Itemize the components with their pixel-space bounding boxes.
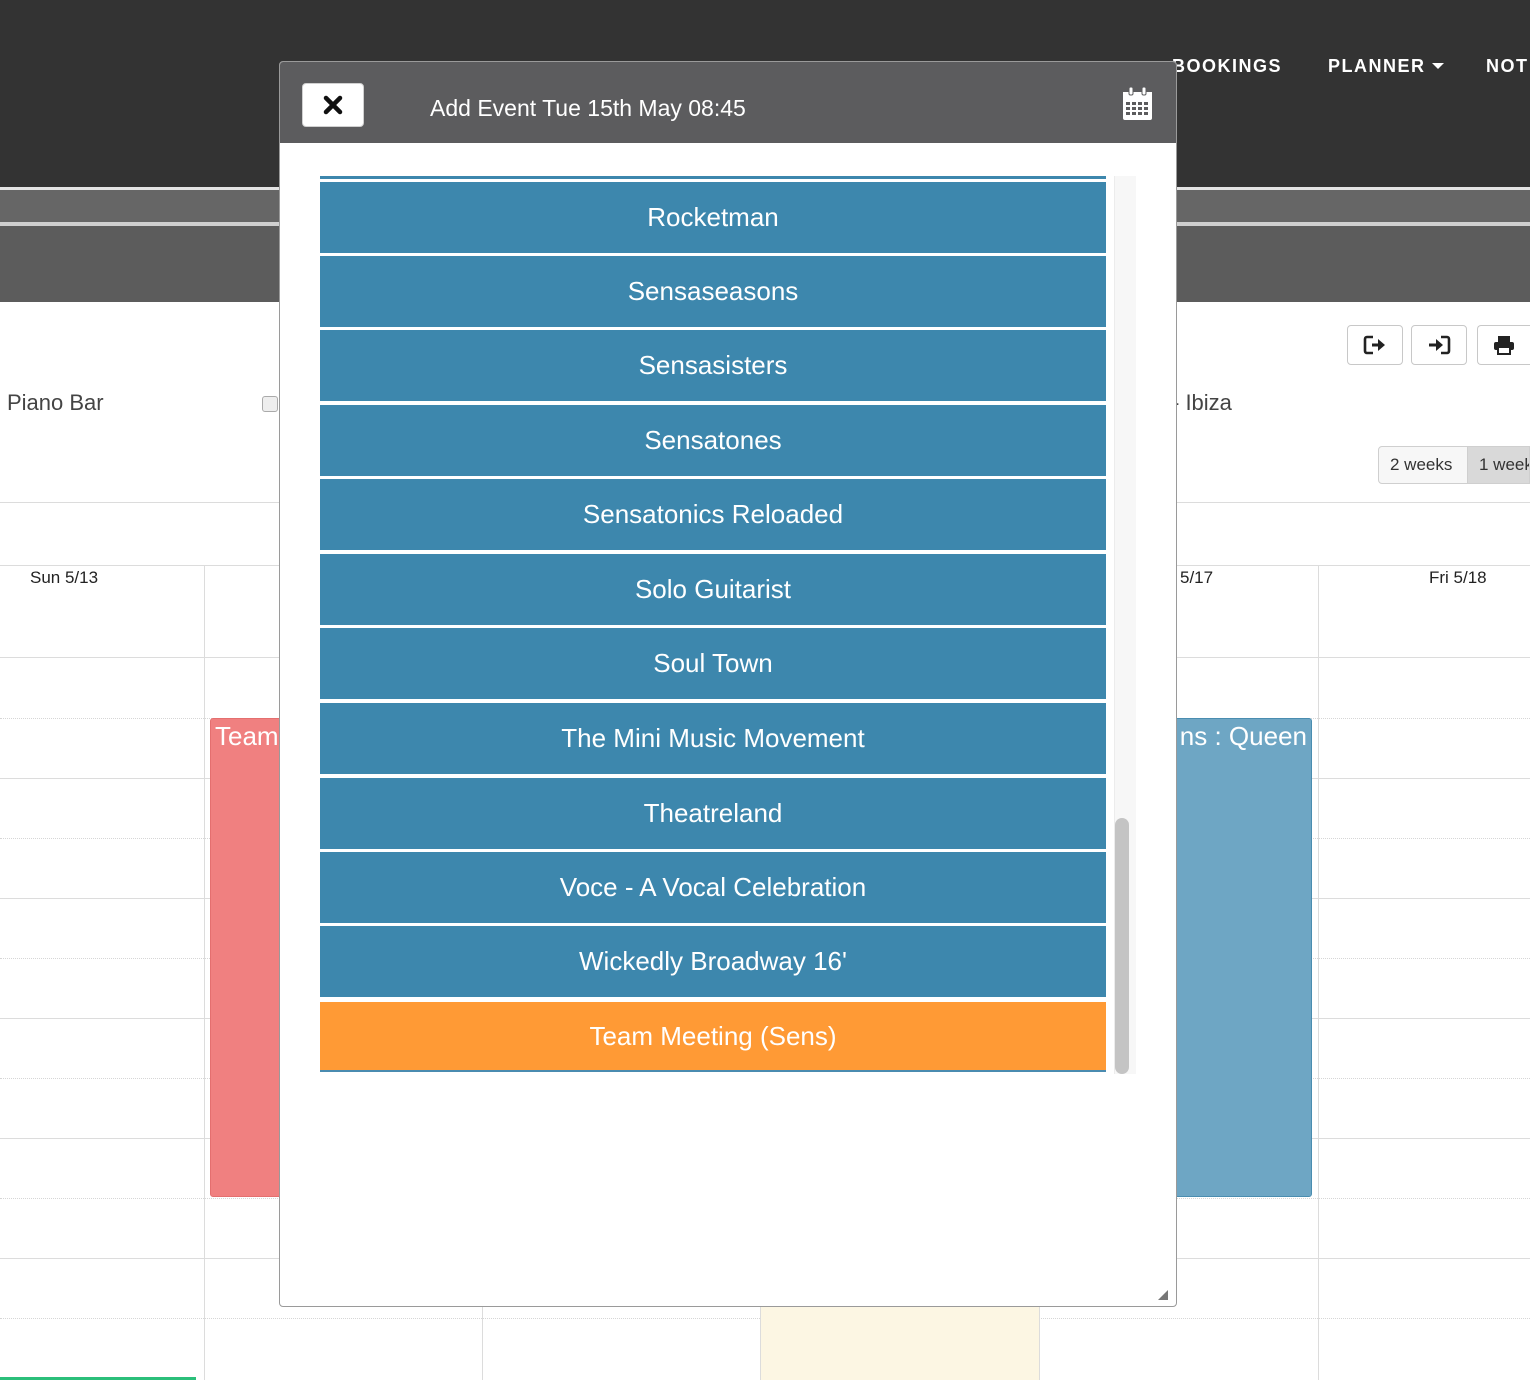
list-item[interactable]: Sensatonics Reloaded (320, 479, 1106, 550)
list-item[interactable]: Sensatones (320, 405, 1106, 476)
venue-label-right: - Ibiza (1172, 390, 1232, 415)
nav-planner[interactable]: PLANNER (1328, 56, 1444, 77)
list-item[interactable]: Solo Guitarist (320, 554, 1106, 625)
caret-down-icon (1431, 62, 1444, 69)
view-two-weeks-button[interactable]: 2 weeks (1378, 446, 1468, 484)
venue-checkbox[interactable] (262, 396, 278, 412)
print-button[interactable] (1477, 325, 1530, 365)
status-indicator-line (0, 1377, 196, 1380)
list-scrollbar-thumb[interactable] (1115, 818, 1129, 1074)
calendar-button[interactable] (1122, 86, 1153, 126)
close-button[interactable] (302, 83, 364, 127)
artist-list[interactable]: Rocketman Sensaseasons Sensasisters Sens… (320, 176, 1136, 1074)
close-icon (323, 95, 343, 115)
print-icon (1494, 336, 1514, 355)
view-one-week-button[interactable]: 1 week (1467, 446, 1530, 484)
day-header-sun[interactable]: Sun 5/13 (30, 568, 99, 587)
nav-notes[interactable]: NOT (1486, 56, 1529, 76)
list-item-team-meeting[interactable]: Team Meeting (Sens) (320, 1002, 1106, 1072)
today-column-highlight (761, 1300, 1039, 1380)
dialog-header: Add Event Tue 15th May 08:45 (280, 62, 1176, 143)
calendar-icon (1123, 86, 1152, 120)
nav-bookings[interactable]: BOOKINGS (1172, 56, 1283, 76)
day-column-divider (204, 565, 205, 1380)
list-item[interactable]: Voce - A Vocal Celebration (320, 852, 1106, 923)
day-column-divider (1318, 565, 1319, 1380)
list-item[interactable]: Soul Town (320, 628, 1106, 699)
calendar-event-queen[interactable]: ns : Queen (1150, 718, 1312, 1197)
sign-in-icon (1429, 335, 1451, 355)
list-item[interactable]: The Mini Music Movement (320, 703, 1106, 774)
export-button[interactable] (1347, 325, 1403, 365)
list-item[interactable]: Sensasisters (320, 330, 1106, 401)
dialog-title: Add Event Tue 15th May 08:45 (430, 95, 746, 121)
venue-label-left: Piano Bar (7, 390, 104, 415)
list-item[interactable]: Wickedly Broadway 16' (320, 926, 1106, 997)
resize-handle[interactable] (1158, 1290, 1168, 1300)
nav-planner-label: PLANNER (1328, 56, 1426, 76)
list-item[interactable]: Theatreland (320, 778, 1106, 849)
sign-out-icon (1363, 335, 1385, 355)
list-item[interactable]: Sensaseasons (320, 256, 1106, 327)
import-button[interactable] (1411, 325, 1467, 365)
day-header-thu[interactable]: 5/17 (1180, 568, 1214, 587)
list-item[interactable]: Rocketman (320, 182, 1106, 253)
list-item-partial (320, 176, 1106, 179)
add-event-dialog: Add Event Tue 15th May 08:45 Rocketman S… (279, 61, 1177, 1307)
day-header-fri[interactable]: Fri 5/18 (1429, 568, 1487, 587)
